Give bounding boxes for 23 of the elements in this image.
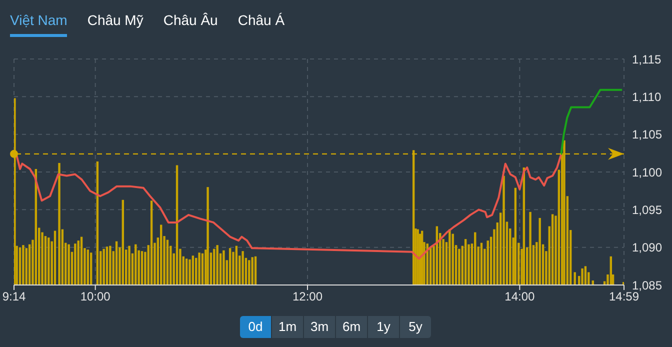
x-tick-label: 12:00: [292, 290, 323, 304]
text: 3m: [304, 316, 335, 338]
y-tick-label: 1,085: [632, 278, 662, 292]
x-tick-label: 14:00: [504, 290, 536, 304]
x-tick-label: 9:14: [2, 290, 26, 304]
text: Việt Nam: [10, 12, 68, 37]
text: Châu Âu: [163, 12, 218, 30]
text: Châu Mỹ: [87, 12, 144, 30]
text: 0d: [240, 316, 271, 338]
y-tick-label: 1,100: [632, 165, 662, 180]
y-tick-label: 1,115: [632, 52, 662, 66]
y-tick-label: 1,090: [632, 240, 662, 255]
text: 5y: [400, 316, 431, 338]
line-series: [560, 88, 624, 156]
y-tick-label: 1,110: [632, 90, 662, 104]
y-tick-label: 1,105: [632, 128, 662, 142]
x-tick-label: 10:00: [80, 290, 111, 304]
text: 1y: [368, 316, 399, 338]
text: 1m: [272, 316, 303, 338]
y-tick-label: 1,095: [632, 202, 662, 217]
text: 6m: [336, 316, 367, 338]
text: Châu Á: [238, 12, 285, 30]
x-tick-label: 14:59: [608, 290, 640, 304]
